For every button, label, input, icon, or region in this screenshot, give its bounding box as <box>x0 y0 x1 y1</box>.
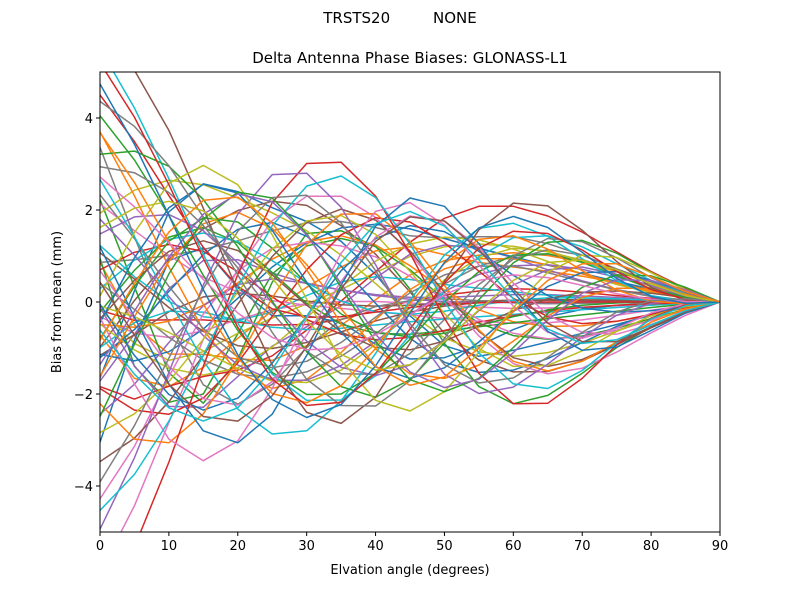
series-line-s55 <box>100 172 720 530</box>
series-line-s05 <box>100 258 720 382</box>
y-tick-label: 2 <box>85 204 93 219</box>
figure-suptitle: TRSTS20 NONE <box>323 9 477 27</box>
series-line-s60 <box>100 175 720 511</box>
series-layer <box>100 72 720 532</box>
x-tick-label: 0 <box>96 539 104 554</box>
series-line-s47 <box>100 215 720 406</box>
series-line-s57 <box>100 201 720 462</box>
x-axis-label: Elvation angle (degrees) <box>330 563 489 578</box>
y-axis-label: Bias from mean (mm) <box>50 231 65 373</box>
x-tick-label: 40 <box>367 539 384 554</box>
series-line-s49 <box>100 214 720 434</box>
y-axis-ticks: −4 −2 0 2 4 <box>74 112 100 495</box>
series-line-s09 <box>100 243 720 362</box>
series-line-s59 <box>100 164 720 412</box>
x-tick-label: 10 <box>161 539 178 554</box>
y-tick-label: 4 <box>85 112 93 127</box>
series-line-s43 <box>100 115 720 396</box>
series-line-s01 <box>100 183 720 379</box>
x-tick-label: 80 <box>643 539 660 554</box>
x-tick-label: 60 <box>505 539 522 554</box>
series-line-s56 <box>134 72 720 425</box>
series-line-s16 <box>100 292 720 357</box>
y-tick-label: −2 <box>74 388 93 403</box>
y-tick-label: 0 <box>85 296 93 311</box>
chart-title: Delta Antenna Phase Biases: GLONASS-L1 <box>252 49 568 67</box>
series-line-s69 <box>100 200 720 371</box>
x-tick-label: 90 <box>712 539 729 554</box>
x-tick-label: 30 <box>298 539 315 554</box>
x-axis-ticks: 0 10 20 30 40 50 60 70 80 90 <box>96 532 728 554</box>
series-line-s70 <box>100 210 720 422</box>
series-line-s67 <box>100 176 720 351</box>
series-line-s64 <box>104 72 720 407</box>
series-line-s72 <box>100 196 720 387</box>
series-line-s65 <box>100 193 720 389</box>
series-line-s42 <box>100 211 720 380</box>
y-tick-label: −4 <box>74 480 93 495</box>
series-line-s62 <box>100 132 720 404</box>
x-tick-label: 50 <box>436 539 453 554</box>
x-tick-label: 20 <box>230 539 247 554</box>
series-line-s34 <box>100 94 720 318</box>
series-line-s63 <box>100 191 720 417</box>
series-line-s66 <box>100 216 720 422</box>
series-line-s36 <box>100 240 720 351</box>
series-line-s50 <box>100 179 720 435</box>
series-line-s27 <box>100 241 720 500</box>
series-line-s61 <box>100 197 720 444</box>
series-line-s54 <box>139 161 720 532</box>
series-line-s71 <box>100 83 720 419</box>
x-tick-label: 70 <box>574 539 591 554</box>
series-line-s32 <box>100 131 720 390</box>
series-line-s20 <box>100 301 720 349</box>
